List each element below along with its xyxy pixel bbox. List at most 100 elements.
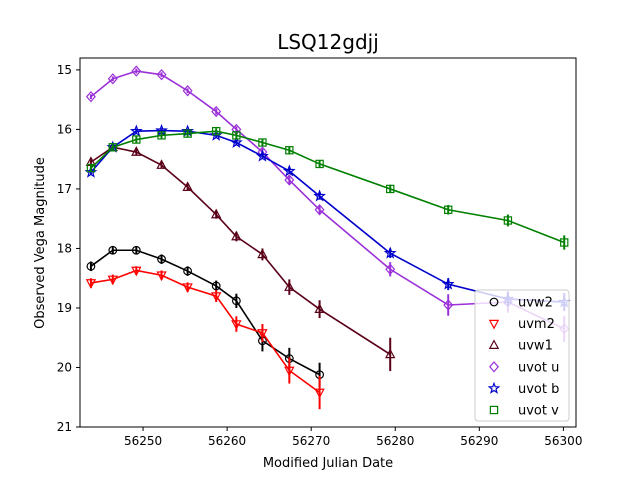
legend-label: uvot u — [518, 360, 559, 375]
legend-marker — [487, 381, 501, 394]
x-tick-label: 56260 — [208, 434, 246, 448]
series-uvot-v — [86, 127, 569, 250]
data-point — [157, 131, 166, 140]
data-point — [284, 366, 295, 377]
series-line — [90, 129, 565, 303]
legend-label: uvw1 — [518, 339, 553, 354]
data-point — [86, 163, 96, 173]
x-tick-label: 56300 — [544, 434, 582, 448]
x-tick-label: 56290 — [460, 434, 498, 448]
data-point — [441, 277, 455, 290]
data-point — [156, 271, 167, 282]
y-axis-label: Observed Vega Magnitude — [33, 157, 48, 329]
data-point — [182, 85, 193, 97]
data-point — [129, 124, 143, 137]
data-point — [210, 292, 222, 302]
data-point — [314, 303, 325, 313]
legend-marker — [488, 319, 500, 330]
data-point — [131, 245, 141, 255]
data-point — [108, 245, 118, 255]
legend-box — [474, 289, 570, 422]
data-point — [132, 135, 141, 144]
y-tick-label: 17 — [57, 182, 72, 196]
data-point — [131, 266, 142, 277]
legend-item: uvot u — [489, 360, 559, 375]
data-point — [443, 299, 454, 311]
y-tick-label: 18 — [57, 241, 72, 255]
data-point — [156, 159, 167, 169]
data-point — [156, 68, 167, 81]
y-tick-label: 21 — [57, 420, 72, 434]
data-point — [131, 65, 142, 77]
data-point — [229, 135, 243, 148]
data-point — [315, 159, 324, 169]
y-tick-label: 15 — [57, 63, 72, 77]
data-point — [232, 131, 241, 140]
legend-marker — [489, 297, 499, 307]
data-point — [444, 205, 453, 214]
data-point — [257, 248, 268, 259]
data-point — [284, 281, 295, 291]
data-point — [256, 149, 269, 162]
data-point — [108, 143, 117, 152]
legend: uvw2 uvm2 uvw1 uvot u uvot b uvot v — [474, 289, 570, 422]
y-tick-label: 19 — [57, 301, 72, 315]
legend-label: uvot v — [518, 404, 559, 419]
data-point — [211, 281, 221, 291]
legend-item: uvot b — [487, 381, 559, 397]
data-point — [257, 329, 268, 339]
data-point — [211, 127, 221, 136]
x-tick-label: 56280 — [376, 434, 414, 448]
x-tick-label: 56250 — [124, 434, 162, 448]
legend-item: uvot v — [489, 404, 559, 419]
data-point — [85, 279, 97, 289]
chart-title: LSQ12gdjj — [277, 30, 379, 54]
data-point — [503, 216, 513, 225]
data-point — [182, 283, 193, 294]
y-tick-label: 16 — [57, 122, 72, 136]
data-point — [258, 138, 267, 147]
series-line — [90, 249, 320, 376]
data-point — [385, 348, 396, 359]
data-point — [107, 73, 118, 85]
data-point — [282, 164, 296, 177]
legend-label: uvot b — [518, 382, 559, 397]
data-point — [314, 388, 325, 399]
data-point — [131, 146, 142, 156]
series-line — [90, 130, 565, 244]
data-point — [285, 146, 294, 155]
data-point — [284, 174, 295, 186]
series-uvw1 — [85, 141, 396, 372]
legend-item: uvw2 — [489, 296, 553, 311]
series-uvw2 — [86, 245, 324, 387]
legend-item: uvw1 — [488, 339, 553, 354]
data-point — [314, 204, 325, 216]
legend-label: uvm2 — [518, 317, 555, 332]
data-point — [560, 238, 569, 247]
data-point — [231, 320, 242, 330]
series-line — [90, 269, 321, 394]
data-point — [313, 189, 326, 202]
legend-marker — [489, 361, 499, 373]
data-point — [85, 90, 96, 103]
data-point — [182, 181, 193, 191]
data-point — [386, 184, 395, 194]
y-axis: 15 16 17 18 19 20 21 — [57, 63, 80, 434]
legend-marker — [489, 405, 499, 415]
series-uvm2 — [85, 266, 325, 410]
data-point — [211, 105, 222, 118]
x-axis: 56250 56260 56270 56280 56290 56300 — [124, 427, 582, 448]
data-point — [383, 246, 397, 259]
data-point — [183, 266, 193, 276]
plot-frame — [79, 57, 577, 428]
legend-label: uvw2 — [518, 296, 553, 311]
data-point — [385, 263, 396, 275]
legend-item: uvm2 — [488, 317, 555, 332]
data-point — [157, 254, 166, 264]
y-tick-label: 20 — [57, 360, 72, 374]
data-point — [210, 208, 222, 219]
legend-marker — [488, 339, 500, 349]
data-point — [231, 230, 242, 241]
data-point — [107, 275, 118, 286]
